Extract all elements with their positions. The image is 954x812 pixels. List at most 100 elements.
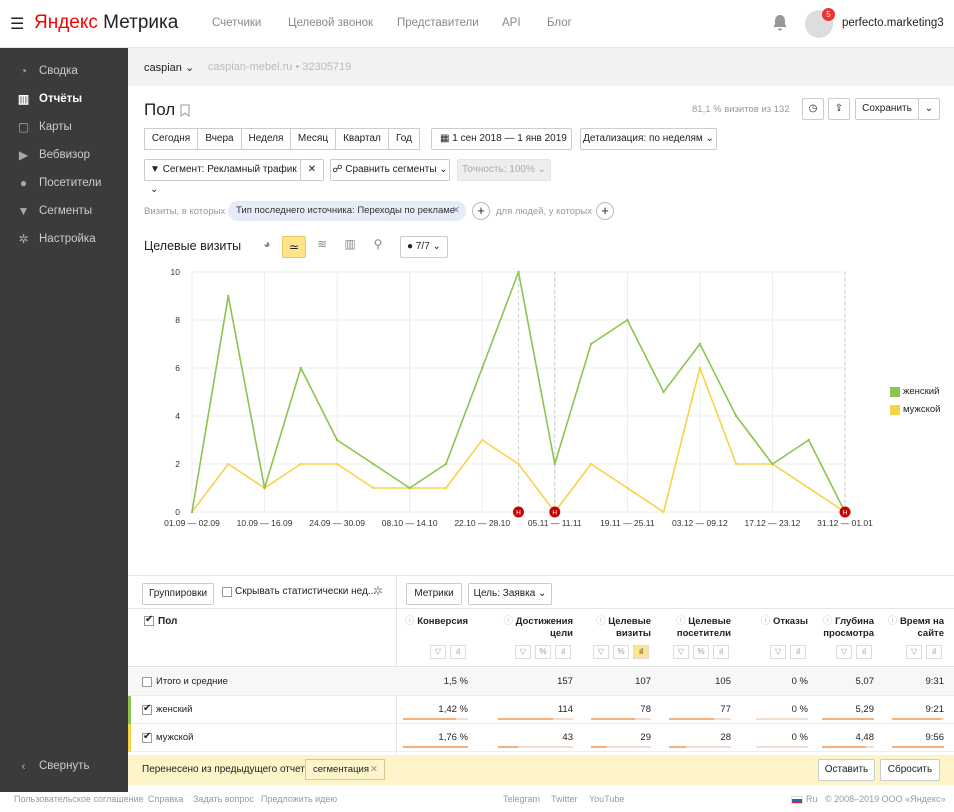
footer-link-youtube[interactable]: YouTube [589,794,625,804]
filter-icon[interactable]: ▽ [515,645,531,659]
column-header-goal-reaches[interactable]: ⓘ Достижения цели [503,616,574,639]
save-menu-button[interactable]: ⌄ [918,98,940,120]
add-filter-button[interactable]: + [472,202,490,220]
period-year[interactable]: Год [388,128,420,150]
sidebar-item-reports[interactable]: ▥ Отчёты [17,92,83,106]
row-checkbox[interactable] [142,703,152,715]
period-today[interactable]: Сегодня [144,128,198,150]
bar-chart-icon[interactable]: ıl [633,645,649,659]
annotation-marker[interactable]: Н [549,506,561,518]
row-label[interactable]: мужской [156,732,194,743]
footer-link-idea[interactable]: Предложить идею [261,794,338,804]
table-row[interactable]: мужской 1,76 % 43 29 28 0 % 4,48 9:56 [128,724,954,752]
compare-segments-button[interactable]: ☍ Сравнить сегменты ⌄ [330,159,450,181]
sidebar-item-maps[interactable]: ▢ Карты [17,120,72,134]
dimension-checkbox[interactable] [144,614,154,626]
annotation-marker[interactable]: Н [513,506,524,518]
filter-icon[interactable]: ▽ [770,645,786,659]
column-header-time-on-site[interactable]: ⓘ Время на сайте [887,616,944,639]
column-header-bounces[interactable]: ⓘ Отказы [760,616,808,627]
series-select[interactable]: ● 7/7 ⌄ [400,236,448,258]
bar-chart-icon[interactable]: ıl [450,645,466,659]
legend-male[interactable]: мужской [903,404,941,415]
detail-select[interactable]: Детализация: по неделям ⌄ [580,128,717,150]
percent-icon[interactable]: % [535,645,551,659]
percent-icon[interactable]: % [693,645,709,659]
row-checkbox[interactable] [142,677,152,687]
period-quarter[interactable]: Квартал [335,128,389,150]
bar-chart-icon[interactable]: ıl [926,645,942,659]
column-header-depth[interactable]: ⓘ Глубина просмотра [823,616,874,639]
row-label[interactable]: женский [156,704,193,715]
footer-link-twitter[interactable]: Twitter [551,794,578,804]
save-button[interactable]: Сохранить [855,98,919,120]
footer-link-agreement[interactable]: Пользовательское соглашение [14,794,144,804]
date-range-picker[interactable]: ▦ 1 сен 2018 — 1 янв 2019 [431,128,572,150]
map-pin-icon[interactable]: ⚲ [373,237,383,251]
hide-stats-label[interactable]: Скрывать статистически нед... [235,586,377,597]
keep-button[interactable]: Оставить [818,759,875,781]
logo[interactable]: Яндекс Метрика [34,12,178,34]
period-week[interactable]: Неделя [241,128,291,150]
sidebar-item-settings[interactable]: ✲ Настройка [18,232,96,246]
export-button[interactable]: ⇪ [828,98,850,120]
history-button[interactable]: ◷ [802,98,824,120]
reset-button[interactable]: Сбросить [880,759,940,781]
table-row[interactable]: женский 1,42 % 114 78 77 0 % 5,29 9:21 [128,696,954,724]
legend-female[interactable]: женский [903,386,940,397]
counter-selector[interactable]: caspian ⌄ [144,62,195,74]
annotation-marker[interactable]: Н [839,506,851,518]
column-header-conversion[interactable]: ⓘ Конверсия [405,616,468,627]
filter-icon[interactable]: ▽ [906,645,922,659]
close-icon[interactable]: ✕ [370,764,378,775]
pie-chart-icon[interactable]: ◕ [263,237,271,251]
sidebar-item-summary[interactable]: ◔ Сводка [0,58,128,86]
filter-icon[interactable]: ▽ [673,645,689,659]
bar-chart-icon[interactable]: ıl [713,645,729,659]
sidebar-item-webvisor[interactable]: ▶ Вебвизор [18,148,90,162]
footer-link-telegram[interactable]: Telegram [503,794,541,804]
segment-clear-button[interactable]: ✕ [300,159,324,181]
period-yesterday[interactable]: Вчера [197,128,242,150]
sidebar-item-segments[interactable]: ▼ Сегменты [17,204,93,218]
filter-icon[interactable]: ▽ [836,645,852,659]
close-icon[interactable]: ✕ [452,205,460,216]
nav-counters[interactable]: Счетчики [212,17,262,29]
grouping-button[interactable]: Группировки [142,583,214,605]
nav-representatives[interactable]: Представители [397,17,479,29]
notice-chip[interactable]: сегментация ✕ [305,759,385,780]
footer-lang[interactable]: Ru [806,794,818,804]
nav-blog[interactable]: Блог [547,17,572,29]
add-user-filter-button[interactable]: + [596,202,614,220]
nav-target-call[interactable]: Целевой звонок [288,17,374,29]
row-label[interactable]: Итого и средние [156,676,228,687]
percent-icon[interactable]: % [613,645,629,659]
sidebar-item-visitors[interactable]: ● Посетители [0,170,128,198]
footer-link-help[interactable]: Справка [148,794,184,804]
line-chart-icon[interactable]: ≃ [282,236,306,258]
sidebar-collapse[interactable]: ‹ Свернуть [0,753,128,781]
column-header-goal-visits[interactable]: ⓘ Целевые визиты [596,616,651,639]
bar-chart-icon[interactable]: ıl [555,645,571,659]
filter-chip[interactable]: Тип последнего источника: Переходы по ре… [228,201,466,221]
flag-icon[interactable] [791,796,803,804]
gear-icon[interactable]: ✲ [373,584,384,598]
metrics-button[interactable]: Метрики [406,583,462,605]
row-checkbox[interactable] [142,731,152,743]
footer-link-ask[interactable]: Задать вопрос [193,794,254,804]
bar-chart-icon[interactable]: ıl [790,645,806,659]
hamburger-icon[interactable]: ☰ [10,16,25,33]
column-header-goal-visitors[interactable]: ⓘ Целевые посетители [676,616,731,639]
legend-swatch-male[interactable] [890,405,900,415]
bell-icon[interactable] [772,14,788,32]
accuracy-select[interactable]: Точность: 100% ⌄ [457,159,551,181]
period-month[interactable]: Месяц [290,128,336,150]
nav-api[interactable]: API [502,17,521,29]
bar-chart-icon[interactable]: ▥ [344,237,356,251]
segment-select[interactable]: ▼ Сегмент: Рекламный трафик ⌄ [144,159,301,195]
table-row[interactable]: Итого и средние 1,5 % 157 107 105 0 % 5,07 9:31 [128,668,954,696]
goal-select[interactable]: Цель: Заявка ⌄ [468,583,552,605]
username[interactable]: perfecto.marketing3 [842,17,944,29]
hide-stats-checkbox[interactable] [222,587,232,597]
bookmark-icon[interactable] [180,104,190,117]
